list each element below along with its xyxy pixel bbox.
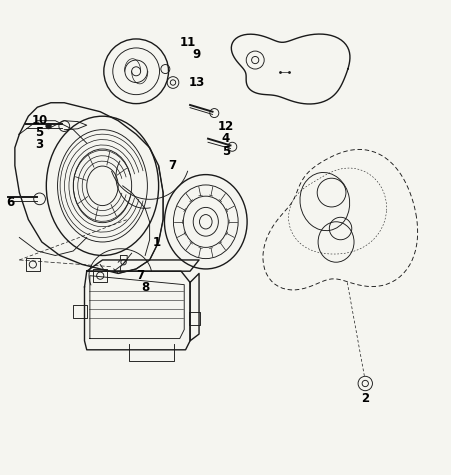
Text: 7: 7 <box>168 159 176 172</box>
Text: 3: 3 <box>36 138 44 152</box>
Text: 5: 5 <box>35 126 44 139</box>
Text: 9: 9 <box>192 48 201 61</box>
Circle shape <box>46 124 51 129</box>
Text: 2: 2 <box>360 392 368 405</box>
Text: 4: 4 <box>221 132 230 145</box>
Text: 13: 13 <box>188 76 204 89</box>
Text: 8: 8 <box>141 281 149 294</box>
Text: 6: 6 <box>6 196 14 209</box>
Text: 1: 1 <box>152 237 160 249</box>
Text: 11: 11 <box>179 36 195 48</box>
Text: 12: 12 <box>217 120 234 133</box>
Text: 10: 10 <box>32 114 48 127</box>
Text: 5: 5 <box>221 145 230 158</box>
Text: 7: 7 <box>136 269 144 282</box>
